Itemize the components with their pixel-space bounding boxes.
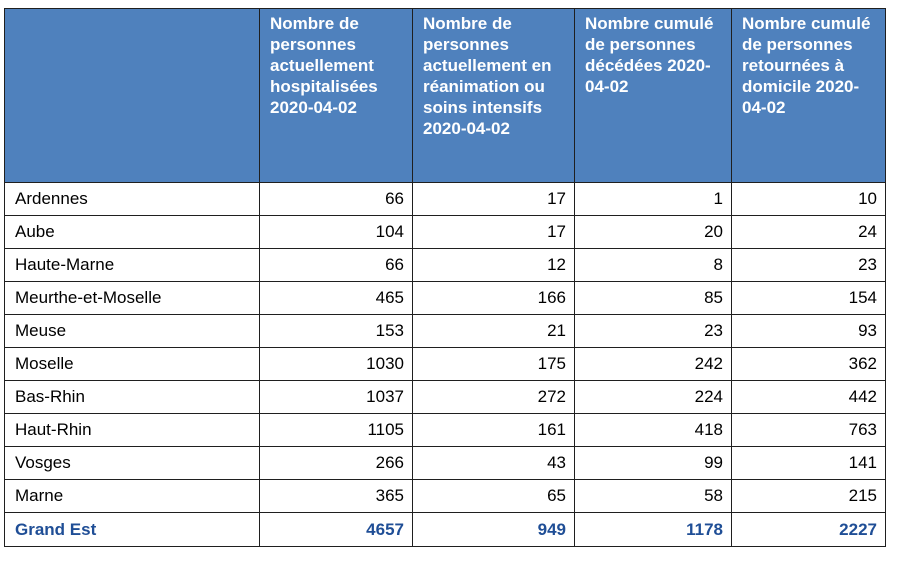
header-hospitalised: Nombre de personnes actuellement hospita…	[259, 8, 413, 183]
cell-department: Marne	[4, 479, 260, 513]
header-intensive-care: Nombre de personnes actuellement en réan…	[412, 8, 575, 183]
cell-deceased: 242	[574, 347, 732, 381]
cell-hospitalised: 66	[259, 182, 413, 216]
cell-hospitalised: 1030	[259, 347, 413, 381]
total-row: Grand Est 4657 949 1178 2227	[4, 512, 886, 547]
cell-returned-home: 24	[731, 215, 886, 249]
cell-deceased: 23	[574, 314, 732, 348]
cell-hospitalised: 1037	[259, 380, 413, 414]
cell-department: Ardennes	[4, 182, 260, 216]
total-deceased: 1178	[574, 512, 732, 547]
total-intensive-care: 949	[412, 512, 575, 547]
cell-deceased: 418	[574, 413, 732, 447]
cell-intensive-care: 161	[412, 413, 575, 447]
cell-department: Vosges	[4, 446, 260, 480]
table-row: Bas-Rhin 1037 272 224 442	[4, 380, 886, 414]
table-row: Moselle 1030 175 242 362	[4, 347, 886, 381]
table-row: Aube 104 17 20 24	[4, 215, 886, 249]
cell-deceased: 99	[574, 446, 732, 480]
table-body: Ardennes 66 17 1 10 Aube 104 17 20 24 Ha…	[4, 182, 886, 547]
cell-returned-home: 93	[731, 314, 886, 348]
data-table-container: Nombre de personnes actuellement hospita…	[4, 8, 886, 547]
cell-returned-home: 10	[731, 182, 886, 216]
cell-intensive-care: 17	[412, 215, 575, 249]
hospital-data-table: Nombre de personnes actuellement hospita…	[4, 8, 886, 547]
cell-hospitalised: 465	[259, 281, 413, 315]
table-row: Haut-Rhin 1105 161 418 763	[4, 413, 886, 447]
cell-intensive-care: 272	[412, 380, 575, 414]
cell-department: Meurthe-et-Moselle	[4, 281, 260, 315]
cell-department: Bas-Rhin	[4, 380, 260, 414]
cell-returned-home: 154	[731, 281, 886, 315]
table-row: Ardennes 66 17 1 10	[4, 182, 886, 216]
cell-returned-home: 442	[731, 380, 886, 414]
header-region	[4, 8, 260, 183]
cell-hospitalised: 66	[259, 248, 413, 282]
cell-hospitalised: 104	[259, 215, 413, 249]
cell-department: Meuse	[4, 314, 260, 348]
table-row: Meuse 153 21 23 93	[4, 314, 886, 348]
cell-intensive-care: 166	[412, 281, 575, 315]
cell-intensive-care: 43	[412, 446, 575, 480]
total-returned-home: 2227	[731, 512, 886, 547]
cell-returned-home: 23	[731, 248, 886, 282]
total-label: Grand Est	[4, 512, 260, 547]
header-returned-home: Nombre cumulé de personnes retournées à …	[731, 8, 886, 183]
cell-deceased: 85	[574, 281, 732, 315]
table-row: Haute-Marne 66 12 8 23	[4, 248, 886, 282]
cell-returned-home: 215	[731, 479, 886, 513]
header-row: Nombre de personnes actuellement hospita…	[4, 8, 886, 183]
cell-department: Haut-Rhin	[4, 413, 260, 447]
table-header: Nombre de personnes actuellement hospita…	[4, 8, 886, 183]
cell-deceased: 224	[574, 380, 732, 414]
cell-deceased: 1	[574, 182, 732, 216]
cell-returned-home: 362	[731, 347, 886, 381]
cell-intensive-care: 17	[412, 182, 575, 216]
header-deceased: Nombre cumulé de personnes décédées 2020…	[574, 8, 732, 183]
cell-intensive-care: 65	[412, 479, 575, 513]
cell-intensive-care: 21	[412, 314, 575, 348]
cell-hospitalised: 153	[259, 314, 413, 348]
cell-deceased: 58	[574, 479, 732, 513]
cell-department: Haute-Marne	[4, 248, 260, 282]
cell-hospitalised: 1105	[259, 413, 413, 447]
cell-returned-home: 141	[731, 446, 886, 480]
cell-hospitalised: 365	[259, 479, 413, 513]
table-row: Meurthe-et-Moselle 465 166 85 154	[4, 281, 886, 315]
cell-deceased: 8	[574, 248, 732, 282]
cell-intensive-care: 175	[412, 347, 575, 381]
cell-department: Aube	[4, 215, 260, 249]
table-row: Vosges 266 43 99 141	[4, 446, 886, 480]
cell-intensive-care: 12	[412, 248, 575, 282]
cell-returned-home: 763	[731, 413, 886, 447]
total-hospitalised: 4657	[259, 512, 413, 547]
cell-department: Moselle	[4, 347, 260, 381]
cell-hospitalised: 266	[259, 446, 413, 480]
cell-deceased: 20	[574, 215, 732, 249]
table-row: Marne 365 65 58 215	[4, 479, 886, 513]
